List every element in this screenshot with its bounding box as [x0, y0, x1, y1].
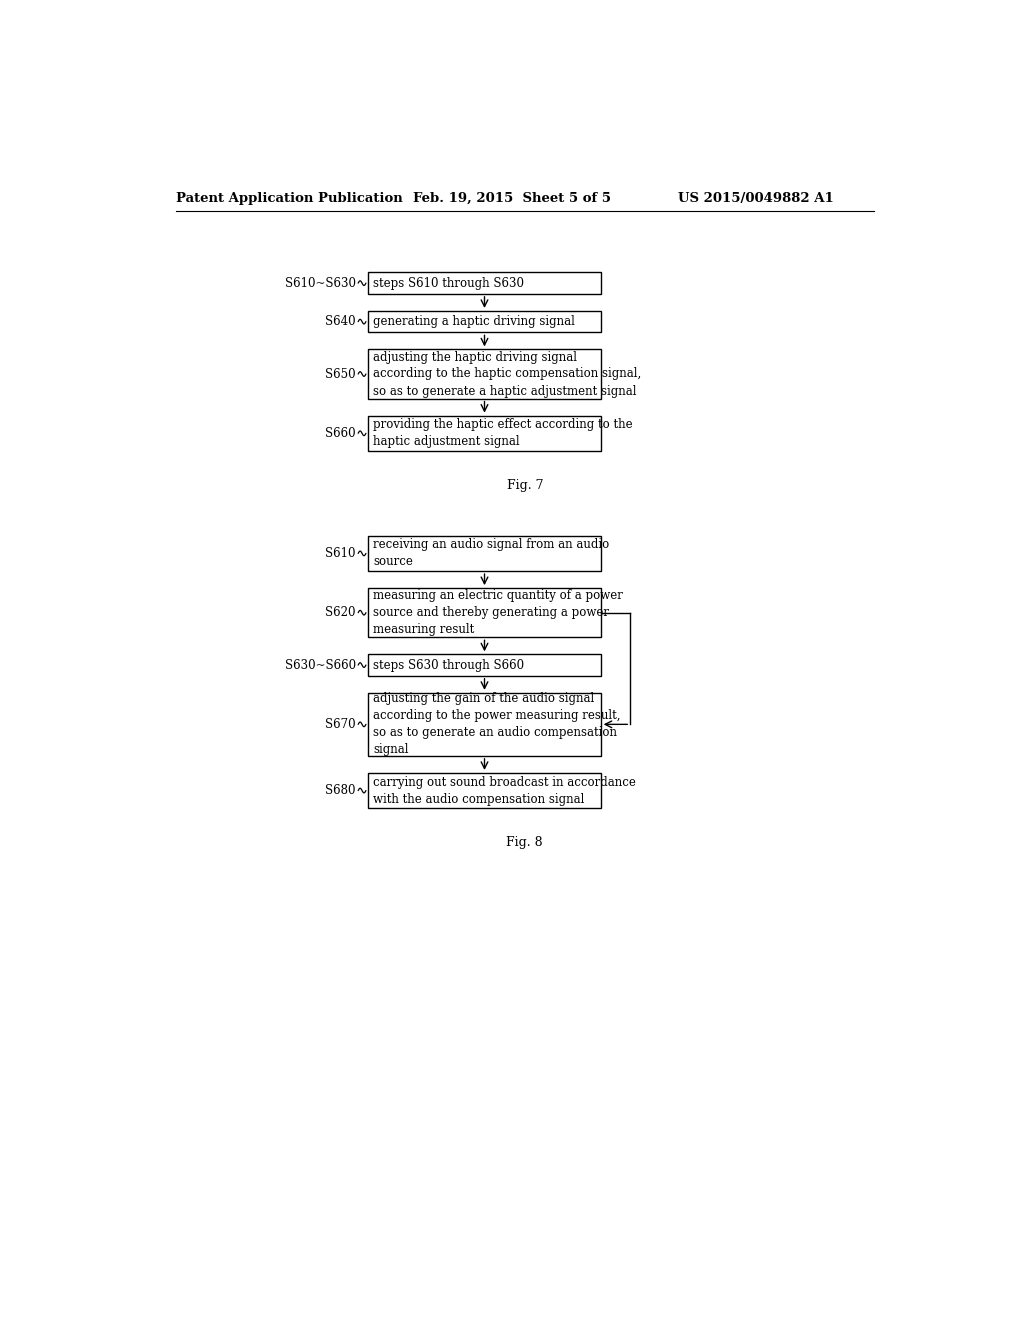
Text: steps S610 through S630: steps S610 through S630 — [373, 277, 524, 289]
Text: Feb. 19, 2015  Sheet 5 of 5: Feb. 19, 2015 Sheet 5 of 5 — [414, 191, 611, 205]
Text: measuring an electric quantity of a power
source and thereby generating a power
: measuring an electric quantity of a powe… — [373, 589, 623, 636]
Text: providing the haptic effect according to the
haptic adjustment signal: providing the haptic effect according to… — [373, 418, 633, 449]
Text: adjusting the gain of the audio signal
according to the power measuring result,
: adjusting the gain of the audio signal a… — [373, 693, 621, 756]
Text: carrying out sound broadcast in accordance
with the audio compensation signal: carrying out sound broadcast in accordan… — [373, 776, 636, 805]
Text: S640: S640 — [326, 315, 356, 329]
Text: S650: S650 — [326, 367, 356, 380]
Bar — [369, 774, 601, 808]
Text: US 2015/0049882 A1: US 2015/0049882 A1 — [678, 191, 834, 205]
Bar — [369, 589, 601, 638]
Bar — [369, 536, 601, 572]
Text: Fig. 8: Fig. 8 — [507, 837, 543, 850]
Bar — [369, 350, 601, 399]
Text: S610: S610 — [326, 546, 356, 560]
Text: S620: S620 — [326, 606, 356, 619]
Bar — [369, 416, 601, 451]
Text: steps S630 through S660: steps S630 through S660 — [373, 659, 524, 672]
Text: generating a haptic driving signal: generating a haptic driving signal — [373, 315, 574, 329]
Text: S680: S680 — [326, 784, 356, 797]
Bar — [369, 272, 601, 294]
Bar — [369, 655, 601, 676]
Text: adjusting the haptic driving signal
according to the haptic compensation signal,: adjusting the haptic driving signal acco… — [373, 351, 641, 397]
Text: S670: S670 — [326, 718, 356, 731]
Text: Fig. 7: Fig. 7 — [507, 479, 543, 492]
Text: S630~S660: S630~S660 — [285, 659, 356, 672]
Text: S610~S630: S610~S630 — [285, 277, 356, 289]
Text: S660: S660 — [326, 426, 356, 440]
Text: receiving an audio signal from an audio
source: receiving an audio signal from an audio … — [373, 539, 609, 569]
Text: Patent Application Publication: Patent Application Publication — [176, 191, 402, 205]
Bar — [369, 693, 601, 756]
Bar — [369, 312, 601, 333]
